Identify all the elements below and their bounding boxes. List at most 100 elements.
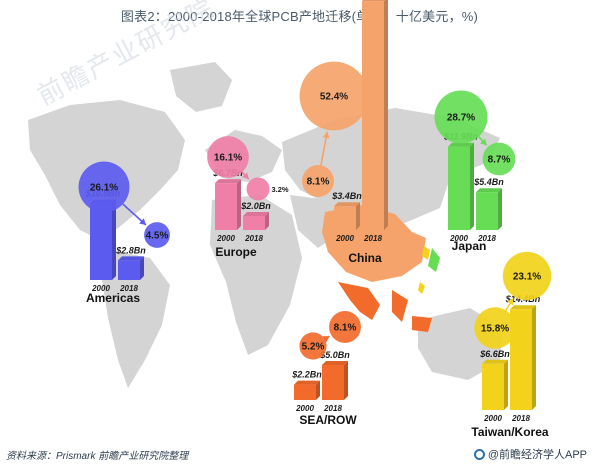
value-label: $6.6Bn — [479, 349, 510, 359]
bar-2000 — [482, 363, 504, 410]
region-name: Americas — [86, 291, 140, 305]
share-arrowhead — [507, 298, 514, 306]
bar-2018 — [118, 260, 140, 280]
bar-side — [265, 212, 269, 230]
share-bubble-2018 — [299, 61, 369, 131]
year-label: 2018 — [477, 234, 496, 243]
bar-top — [294, 380, 320, 385]
bar-top — [243, 212, 269, 216]
bar-side — [140, 256, 144, 280]
map-africa — [210, 195, 302, 355]
map-korea — [422, 246, 430, 260]
bar-side — [356, 202, 360, 230]
share-bubble-2000 — [299, 332, 327, 360]
value-label: $2.8Bn — [115, 245, 146, 255]
value-label: $2.0Bn — [240, 201, 271, 211]
bar-top — [476, 188, 502, 193]
share-bubble-2018 — [329, 311, 361, 343]
bar-2000 — [294, 384, 316, 400]
value-label: $5.0Bn — [319, 350, 350, 360]
share-arrowhead — [322, 336, 330, 343]
bar-2018 — [510, 309, 532, 410]
year-label: 2018 — [244, 234, 263, 243]
map-south-america — [102, 250, 170, 388]
bar-side — [237, 179, 241, 230]
bar-top — [322, 361, 348, 365]
chart-title: 图表2：2000-2018年全球PCB产地迁移(单位：十亿美元，%) — [120, 9, 479, 24]
share-bubble-2000 — [434, 90, 488, 144]
value-label: $5.4Bn — [473, 177, 504, 187]
region-name: Japan — [452, 239, 487, 253]
region-name: Europe — [215, 245, 257, 259]
bar-side — [316, 380, 320, 400]
regions-layer: $10.9Bn2000$2.8Bn201826.1%4.5%Americas$6… — [78, 0, 552, 439]
year-label: 2018 — [323, 404, 342, 413]
source-note: 资料来源：Prismark 前瞻产业研究院整理 — [6, 451, 189, 462]
map-greenland — [170, 62, 232, 112]
share-bubble-2000 — [474, 307, 516, 349]
share-arrowhead — [322, 131, 330, 139]
bar-2018 — [362, 1, 384, 230]
brand-mark: @前瞻经济学人APP — [473, 446, 587, 462]
bar-2000 — [215, 183, 237, 230]
bar-top — [510, 305, 536, 310]
region-taiwan-korea: $6.6Bn2000$14.4Bn201815.8%23.1%Taiwan/Ko… — [471, 251, 552, 439]
share-label: 8.1% — [307, 177, 330, 188]
share-label: 15.8% — [481, 324, 509, 335]
bar-side — [498, 188, 502, 230]
value-label: $2.2Bn — [291, 370, 322, 380]
brand-logo-icon — [473, 449, 485, 460]
share-label: 26.1% — [90, 183, 118, 194]
bar-2000 — [448, 146, 470, 230]
bar-top — [448, 142, 474, 147]
bar-top — [215, 179, 241, 184]
share-arrowhead — [139, 218, 146, 225]
bar-top — [118, 256, 144, 261]
map-japan — [428, 248, 440, 272]
bar-side — [532, 305, 536, 410]
share-label: 8.7% — [488, 155, 511, 166]
bar-2018 — [243, 216, 265, 230]
value-label: $3.4Bn — [331, 191, 362, 201]
bar-side — [384, 0, 388, 230]
share-label: 3.2% — [272, 185, 289, 194]
region-name: Taiwan/Korea — [471, 425, 548, 439]
share-label: 5.2% — [302, 342, 325, 353]
brand-text: @前瞻经济学人APP — [487, 449, 587, 461]
share-arrowhead — [242, 172, 249, 180]
year-label: 2000 — [91, 284, 110, 293]
share-label: 23.1% — [513, 272, 541, 283]
bar-top — [482, 359, 508, 364]
bar-2000 — [334, 206, 356, 230]
year-label: 2000 — [216, 234, 235, 243]
share-bubble-2018 — [502, 251, 552, 301]
year-label: 2000 — [483, 414, 502, 423]
bar-side — [470, 142, 474, 230]
share-bubble-2000 — [302, 165, 334, 197]
bar-side — [344, 361, 348, 400]
year-label: 2018 — [119, 284, 138, 293]
map-taiwan — [418, 282, 425, 294]
share-bubble-2018 — [246, 177, 270, 201]
share-label: 16.1% — [214, 153, 242, 164]
share-bubble-2000 — [78, 161, 130, 213]
share-label: 8.1% — [334, 323, 357, 334]
year-label: 2000 — [295, 404, 314, 413]
region-name: China — [348, 251, 382, 265]
share-label: 52.4% — [320, 92, 348, 103]
bar-top — [362, 0, 386, 2]
year-label: 2000 — [449, 234, 468, 243]
map-sea-row — [338, 282, 432, 332]
region-name: SEA/ROW — [299, 413, 357, 427]
share-bubble-2000 — [207, 136, 249, 178]
bar-side — [504, 359, 508, 410]
bar-top — [334, 202, 360, 207]
share-bubble-2018 — [482, 142, 516, 176]
year-label: 2018 — [363, 234, 382, 243]
bar-2000 — [90, 203, 112, 280]
